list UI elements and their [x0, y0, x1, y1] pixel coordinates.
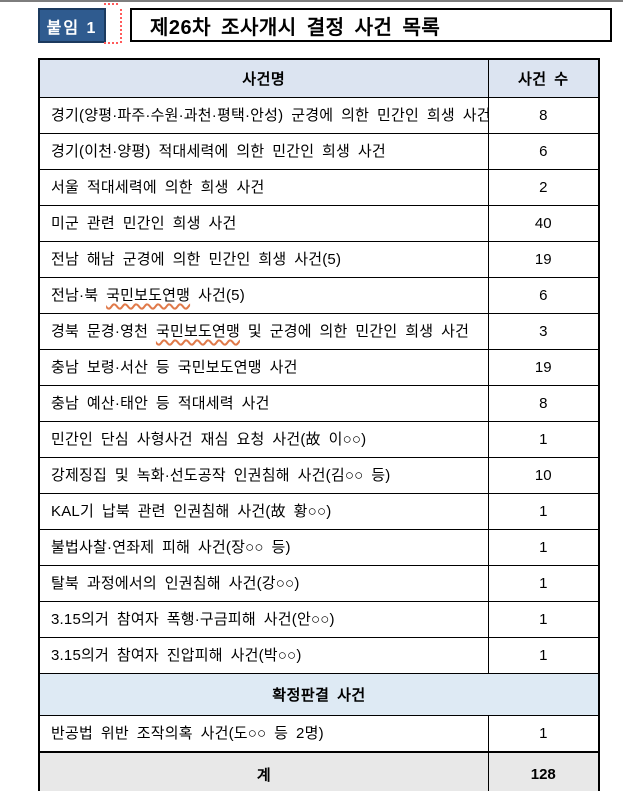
attachment-badge-label: 붙임 1	[46, 19, 98, 37]
table-row: 3.15의거 참여자 폭행·구금피해 사건(안○○) 1	[38, 601, 600, 638]
column-header-case-count: 사건 수	[487, 58, 600, 98]
case-name: 경기(이천·양평) 적대세력에 의한 민간인 희생 사건	[38, 133, 489, 170]
case-count: 10	[487, 457, 600, 494]
table-row: 경기(양평·파주·수원·과천·평택·안성) 군경에 의한 민간인 희생 사건 8	[38, 97, 600, 134]
table-row: 서울 적대세력에 의한 희생 사건 2	[38, 169, 600, 206]
case-count: 19	[487, 241, 600, 278]
case-count: 1	[487, 715, 600, 753]
spellcheck-underlined-word: 국민보도연맹	[155, 323, 240, 340]
case-name: 충남 보령·서산 등 국민보도연맹 사건	[38, 349, 489, 386]
column-header-case-name: 사건명	[38, 58, 489, 98]
attachment-badge: 붙임 1	[38, 8, 106, 43]
total-row: 계 128	[38, 751, 600, 791]
case-name: 전남 해남 군경에 의한 민간인 희생 사건(5)	[38, 241, 489, 278]
table-row: 탈북 과정에서의 인권침해 사건(강○○) 1	[38, 565, 600, 602]
case-name: 미군 관련 민간인 희생 사건	[38, 205, 489, 242]
table-row: KAL기 납북 관련 인권침해 사건(故 황○○) 1	[38, 493, 600, 530]
case-count: 3	[487, 313, 600, 350]
table-row: 충남 보령·서산 등 국민보도연맹 사건 19	[38, 349, 600, 386]
case-name: 강제징집 및 녹화·선도공작 인권침해 사건(김○○ 등)	[38, 457, 489, 494]
table-row: 미군 관련 민간인 희생 사건 40	[38, 205, 600, 242]
case-count: 1	[487, 565, 600, 602]
table-header-row: 사건명 사건 수	[38, 58, 600, 98]
case-count: 40	[487, 205, 600, 242]
table-row: 불법사찰·연좌제 피해 사건(장○○ 등) 1	[38, 529, 600, 566]
case-name: 충남 예산·태안 등 적대세력 사건	[38, 385, 489, 422]
case-count: 1	[487, 601, 600, 638]
case-table: 사건명 사건 수 경기(양평·파주·수원·과천·평택·안성) 군경에 의한 민간…	[38, 58, 600, 791]
case-name: 민간인 단심 사형사건 재심 요청 사건(故 이○○)	[38, 421, 489, 458]
case-name-text: 전남·북	[51, 287, 107, 304]
case-name-text: 경북 문경·영천	[51, 323, 156, 340]
section-header-label: 확정판결 사건	[38, 673, 600, 716]
case-name-text: 및 군경에 의한 민간인 희생 사건	[239, 323, 470, 340]
case-name: 반공법 위반 조작의혹 사건(도○○ 등 2명)	[38, 715, 489, 753]
case-count: 1	[487, 421, 600, 458]
editor-guide-mark	[104, 3, 118, 5]
case-name: 전남·북 국민보도연맹 사건(5)	[38, 277, 489, 314]
case-count: 1	[487, 529, 600, 566]
table-row: 3.15의거 참여자 진압피해 사건(박○○) 1	[38, 637, 600, 674]
editor-guide-mark	[120, 9, 122, 43]
total-value: 128	[487, 751, 600, 791]
case-name: 경기(양평·파주·수원·과천·평택·안성) 군경에 의한 민간인 희생 사건	[38, 97, 489, 134]
total-label: 계	[38, 751, 489, 791]
case-name: KAL기 납북 관련 인권침해 사건(故 황○○)	[38, 493, 489, 530]
case-count: 6	[487, 133, 600, 170]
case-name: 서울 적대세력에 의한 희생 사건	[38, 169, 489, 206]
section-header-row: 확정판결 사건	[38, 673, 600, 716]
top-divider	[0, 0, 623, 2]
table-row: 충남 예산·태안 등 적대세력 사건 8	[38, 385, 600, 422]
case-count: 1	[487, 637, 600, 674]
table-row: 전남 해남 군경에 의한 민간인 희생 사건(5) 19	[38, 241, 600, 278]
case-count: 1	[487, 493, 600, 530]
spellcheck-underlined-word: 국민보도연맹	[106, 287, 191, 304]
table-row: 전남·북 국민보도연맹 사건(5) 6	[38, 277, 600, 314]
page-title: 제26차 조사개시 결정 사건 목록	[150, 16, 441, 39]
case-count: 19	[487, 349, 600, 386]
case-count: 8	[487, 97, 600, 134]
table-row: 반공법 위반 조작의혹 사건(도○○ 등 2명) 1	[38, 715, 600, 753]
case-name-text: 사건(5)	[190, 287, 245, 304]
title-box: 제26차 조사개시 결정 사건 목록	[130, 8, 612, 42]
case-count: 6	[487, 277, 600, 314]
case-count: 2	[487, 169, 600, 206]
table-row: 강제징집 및 녹화·선도공작 인권침해 사건(김○○ 등) 10	[38, 457, 600, 494]
case-name: 불법사찰·연좌제 피해 사건(장○○ 등)	[38, 529, 489, 566]
case-name: 경북 문경·영천 국민보도연맹 및 군경에 의한 민간인 희생 사건	[38, 313, 489, 350]
editor-guide-mark	[104, 42, 118, 44]
table-row: 경기(이천·양평) 적대세력에 의한 민간인 희생 사건 6	[38, 133, 600, 170]
table-row: 경북 문경·영천 국민보도연맹 및 군경에 의한 민간인 희생 사건 3	[38, 313, 600, 350]
case-name: 3.15의거 참여자 진압피해 사건(박○○)	[38, 637, 489, 674]
table-row: 민간인 단심 사형사건 재심 요청 사건(故 이○○) 1	[38, 421, 600, 458]
case-name: 탈북 과정에서의 인권침해 사건(강○○)	[38, 565, 489, 602]
case-count: 8	[487, 385, 600, 422]
case-name: 3.15의거 참여자 폭행·구금피해 사건(안○○)	[38, 601, 489, 638]
